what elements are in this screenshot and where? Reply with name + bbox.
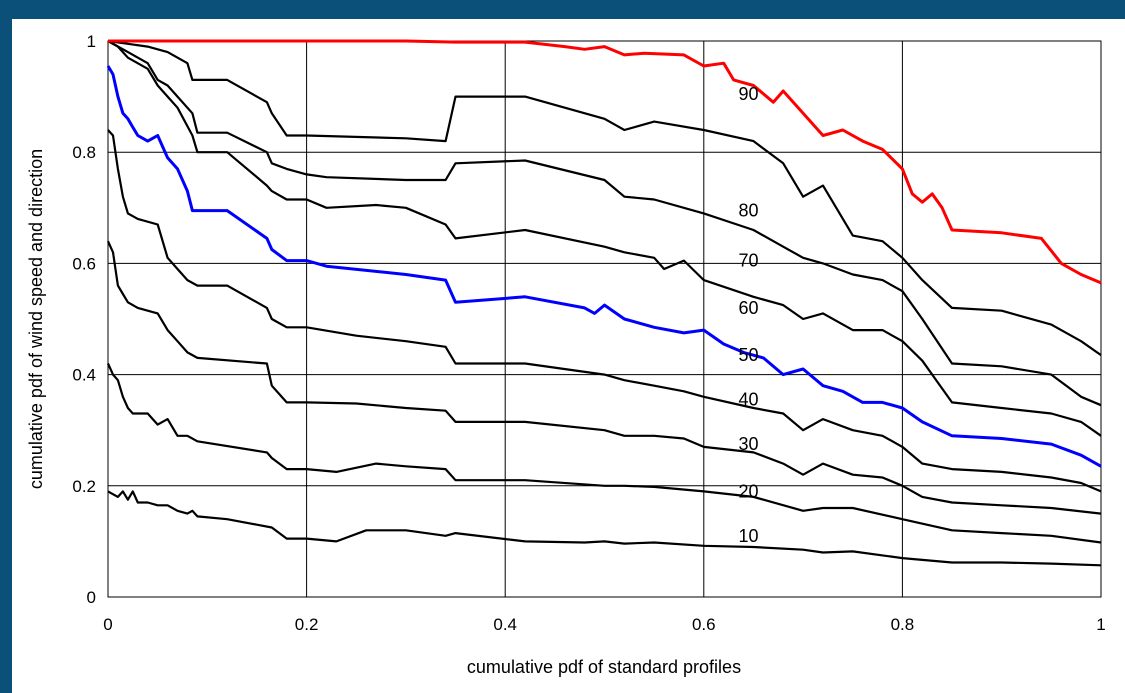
series-line-20 bbox=[106, 363, 1102, 544]
curve-labels: 10 20 30 40 50 60 70 80 90 bbox=[739, 84, 759, 546]
series-line-50 bbox=[107, 40, 1102, 437]
curve-label-30: 30 bbox=[739, 434, 759, 454]
curve-label-90: 90 bbox=[739, 84, 759, 104]
line-chart: 10 20 30 40 50 60 70 80 90 0 0.2 0.4 0.6 0.8 1 0 0.2 0.… bbox=[26, 32, 1106, 677]
series-line-90 bbox=[108, 39, 1102, 285]
x-tick-label: 0.6 bbox=[692, 615, 716, 634]
x-tick-label: 1 bbox=[1096, 615, 1105, 634]
x-tick-label: 0.4 bbox=[493, 615, 517, 634]
series-line-70 bbox=[107, 40, 1102, 407]
curve-label-70: 70 bbox=[739, 251, 759, 271]
series-line-80 bbox=[107, 39, 1102, 357]
series-line-30 bbox=[106, 240, 1102, 515]
x-gridlines bbox=[107, 41, 1102, 597]
x-tick-label: 0 bbox=[103, 615, 112, 634]
x-axis-title: cumulative pdf of standard profiles bbox=[467, 657, 741, 677]
plot-area bbox=[107, 40, 1102, 598]
series-layer bbox=[106, 39, 1102, 567]
y-tick-labels: 0 0.2 0.4 0.6 0.8 1 bbox=[72, 32, 96, 607]
x-tick-labels: 0 0.2 0.4 0.6 0.8 1 bbox=[103, 615, 1105, 634]
curve-label-80: 80 bbox=[739, 201, 759, 221]
series-line-10 bbox=[107, 490, 1102, 567]
x-tick-label: 0.8 bbox=[891, 615, 915, 634]
curve-label-10: 10 bbox=[739, 526, 759, 546]
y-tick-label: 0.8 bbox=[72, 143, 96, 162]
curve-label-60: 60 bbox=[739, 298, 759, 318]
series-line-60 bbox=[106, 65, 1102, 468]
y-tick-label: 0.4 bbox=[72, 366, 96, 385]
curve-label-40: 40 bbox=[739, 390, 759, 410]
y-tick-label: 0 bbox=[87, 588, 96, 607]
curve-label-20: 20 bbox=[739, 481, 759, 501]
chart-panel: 10 20 30 40 50 60 70 80 90 0 0.2 0.4 0.6 0.8 1 0 0.2 0.… bbox=[12, 19, 1125, 693]
y-tick-label: 0.6 bbox=[72, 254, 96, 273]
y-tick-label: 0.2 bbox=[72, 477, 96, 496]
series-line-40 bbox=[107, 129, 1102, 493]
curve-label-50: 50 bbox=[739, 345, 759, 365]
y-tick-label: 1 bbox=[87, 32, 96, 51]
y-axis-title: cumulative pdf of wind speed and directi… bbox=[26, 149, 46, 489]
x-tick-label: 0.2 bbox=[295, 615, 319, 634]
